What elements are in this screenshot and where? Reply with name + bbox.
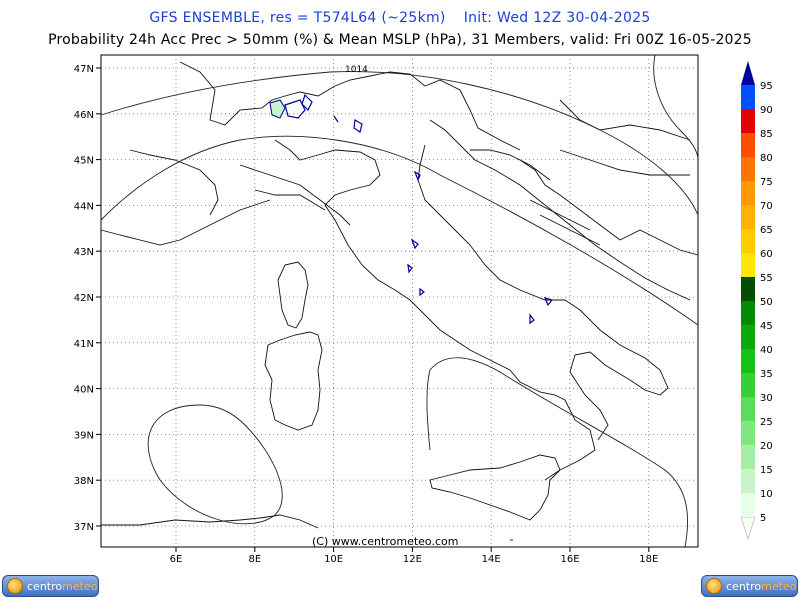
legend-swatch	[741, 277, 755, 301]
legend-label: 55	[760, 273, 773, 284]
legend-label: 10	[760, 489, 773, 500]
isobars	[100, 54, 699, 548]
lon-label: 6E	[170, 554, 183, 565]
precip-contour	[301, 93, 313, 112]
precip-contour	[529, 313, 535, 325]
globe-icon	[706, 578, 722, 594]
legend-label: 65	[760, 225, 773, 236]
isobar	[100, 135, 699, 326]
legend-swatch	[741, 301, 755, 325]
lon-label: 14E	[482, 554, 501, 565]
legend-label: 15	[760, 465, 773, 476]
chart-title-line1: GFS ENSEMBLE, res = T574L64 (~25km) Init:…	[0, 10, 800, 26]
legend-swatch	[741, 421, 755, 445]
lat-label: 46N	[74, 110, 94, 121]
lon-label: 16E	[560, 554, 579, 565]
legend-label: 50	[760, 297, 773, 308]
longitude-labels: 6E 8E 10E 12E 14E 16E 18E	[170, 554, 659, 565]
legend-label: 30	[760, 393, 773, 404]
isobar	[429, 357, 689, 548]
precip-area	[269, 99, 286, 119]
legend-label: 85	[760, 129, 773, 140]
legend-label: 80	[760, 153, 773, 164]
init-time: Init: Wed 12Z 30-04-2025	[463, 10, 651, 26]
centrometeo-logo-left[interactable]: centro meteo	[2, 575, 99, 597]
precip-contour	[407, 263, 413, 274]
isobar	[426, 369, 431, 451]
latitude-labels: 47N 46N 45N 44N 43N 42N 41N 40N 39N 38N 37N	[74, 64, 94, 533]
lat-label: 37N	[74, 522, 94, 533]
map-frame	[100, 54, 699, 548]
legend-label: 45	[760, 321, 773, 332]
lon-label: 12E	[403, 554, 422, 565]
coastlines	[100, 61, 699, 541]
legend-swatch	[741, 85, 755, 109]
legend-label: 90	[760, 105, 773, 116]
lat-label: 38N	[74, 476, 94, 487]
lon-label: 18E	[639, 554, 658, 565]
precip-contour	[284, 99, 306, 119]
legend-top-arrow	[741, 61, 755, 85]
legend-swatch	[741, 325, 755, 349]
legend-label: 95	[760, 81, 773, 92]
legend-swatch	[741, 253, 755, 277]
precip-contour	[353, 119, 363, 133]
lon-label: 10E	[324, 554, 343, 565]
lat-label: 40N	[74, 385, 94, 396]
lat-label: 41N	[74, 339, 94, 350]
legend-swatch	[741, 205, 755, 229]
legend-swatch	[741, 349, 755, 373]
precip-contours	[269, 93, 554, 325]
precip-contour	[419, 287, 425, 297]
legend-label: 20	[760, 441, 773, 452]
lat-label: 45N	[74, 156, 94, 167]
lat-label: 44N	[74, 201, 94, 212]
lat-label: 47N	[74, 64, 94, 75]
model-info: GFS ENSEMBLE, res = T574L64 (~25km)	[149, 10, 446, 26]
isobar-closed	[147, 404, 283, 525]
lat-label: 43N	[74, 247, 94, 258]
legend-swatch	[741, 493, 755, 517]
precip-contour	[413, 170, 421, 182]
color-legend: 5 10 15 20 25 30 35 40 45 50 55 60 65 70 75 80 85 90 95	[740, 61, 773, 540]
legend-swatch	[741, 109, 755, 133]
precip-contour	[543, 297, 554, 307]
isobar-label: 1014	[345, 65, 368, 75]
legend-swatch	[741, 373, 755, 397]
lat-label: 42N	[74, 293, 94, 304]
copyright-text: (C) www.centrometeo.com	[312, 535, 458, 548]
legend-swatch	[741, 157, 755, 181]
legend-swatch	[741, 397, 755, 421]
legend-label: 70	[760, 201, 773, 212]
lat-label: 39N	[74, 430, 94, 441]
legend-swatch	[741, 181, 755, 205]
legend-swatch	[741, 445, 755, 469]
lon-label: 8E	[248, 554, 261, 565]
legend-label: 40	[760, 345, 773, 356]
graticule	[96, 55, 698, 552]
legend-label: 25	[760, 417, 773, 428]
legend-label: 60	[760, 249, 773, 260]
precip-contour	[333, 115, 339, 123]
legend-label: 35	[760, 369, 773, 380]
legend-label: 75	[760, 177, 773, 188]
precip-contour	[410, 238, 419, 250]
legend-label: 5	[760, 513, 766, 524]
legend-bottom-arrow	[740, 516, 756, 540]
isobar-1014	[100, 71, 699, 216]
legend-swatch	[741, 133, 755, 157]
globe-icon	[7, 578, 23, 594]
centrometeo-logo-right[interactable]: centro meteo	[701, 575, 798, 597]
legend-swatch	[741, 229, 755, 253]
isobar	[653, 54, 699, 161]
legend-swatch	[741, 469, 755, 493]
chart-title-line2: Probability 24h Acc Prec > 50mm (%) & Me…	[48, 32, 752, 48]
